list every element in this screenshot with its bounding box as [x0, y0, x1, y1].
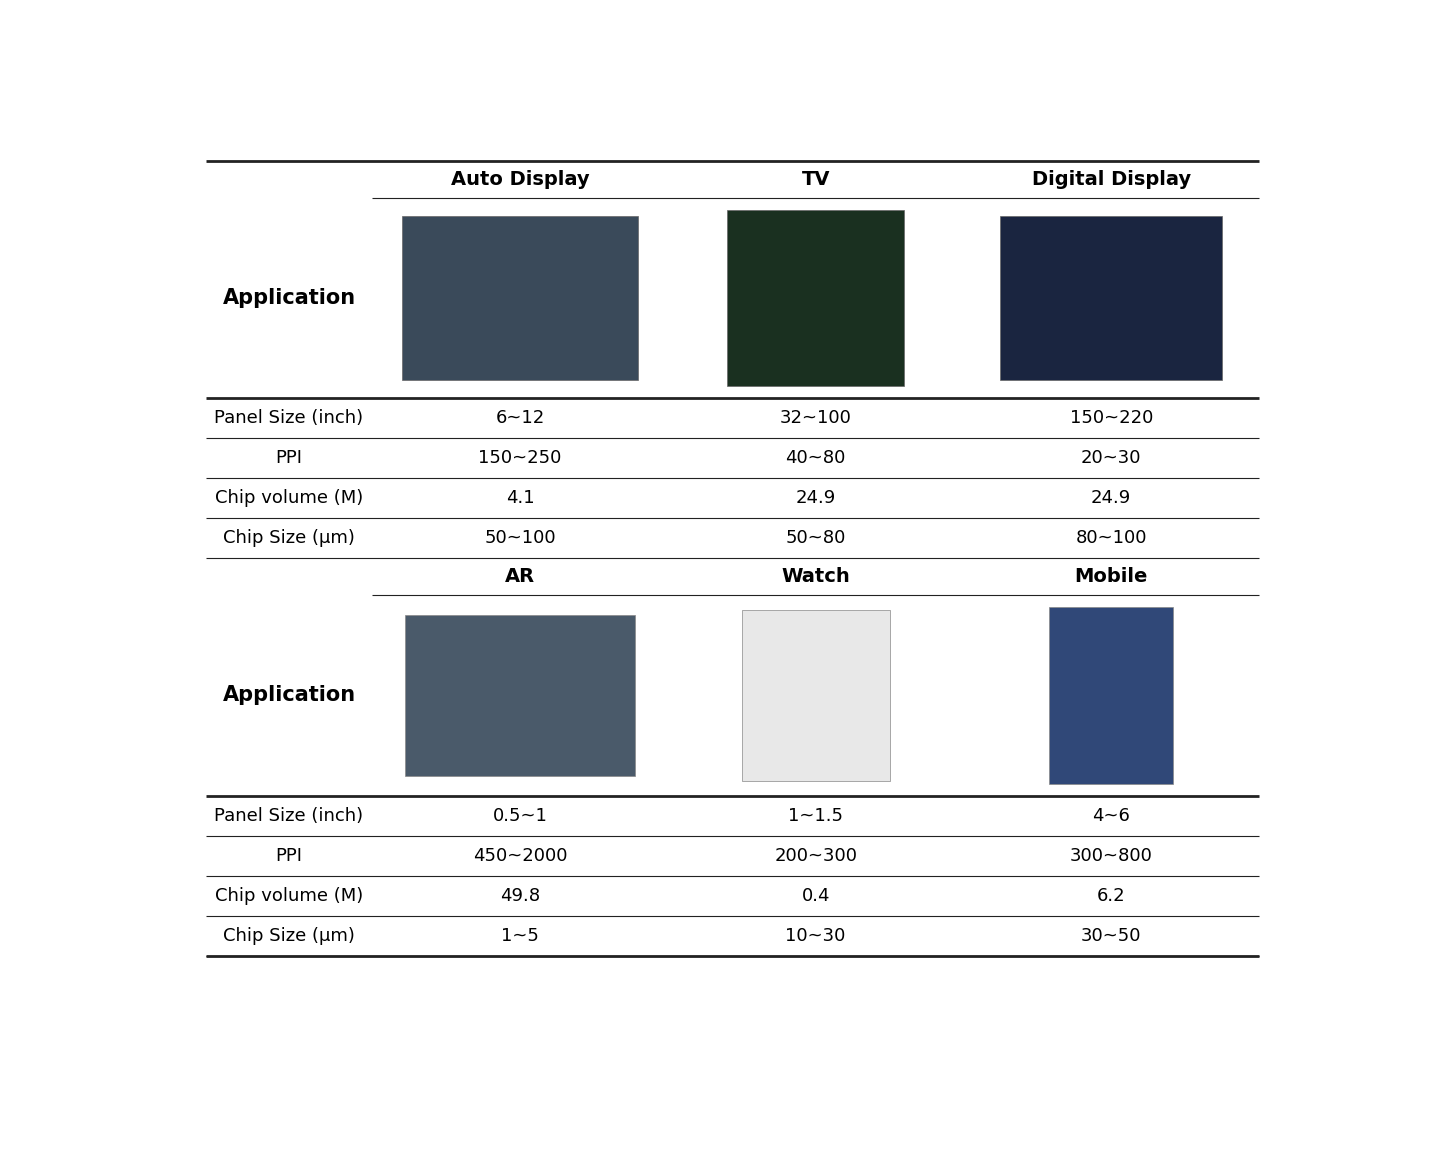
Text: Panel Size (inch): Panel Size (inch) — [214, 806, 363, 825]
Text: 1~1.5: 1~1.5 — [789, 806, 843, 825]
Text: 6~12: 6~12 — [496, 409, 544, 428]
Text: Application: Application — [223, 685, 356, 705]
Text: 6.2: 6.2 — [1097, 887, 1126, 905]
Text: Digital Display: Digital Display — [1032, 170, 1190, 189]
Text: 24.9: 24.9 — [1092, 490, 1132, 507]
Text: PPI: PPI — [276, 450, 303, 467]
Bar — [742, 611, 890, 781]
Text: Chip Size (μm): Chip Size (μm) — [223, 529, 354, 547]
Text: 50~100: 50~100 — [484, 529, 556, 547]
Text: 20~30: 20~30 — [1080, 450, 1142, 467]
Text: 0.4: 0.4 — [802, 887, 830, 905]
Text: TV: TV — [802, 170, 830, 189]
Text: Application: Application — [223, 289, 356, 308]
Text: 10~30: 10~30 — [786, 927, 846, 944]
Bar — [404, 615, 636, 775]
Bar — [1000, 216, 1222, 381]
Text: 1~5: 1~5 — [502, 927, 539, 944]
Text: 300~800: 300~800 — [1070, 846, 1153, 865]
Text: 4.1: 4.1 — [506, 490, 534, 507]
Text: Panel Size (inch): Panel Size (inch) — [214, 409, 363, 428]
Text: Auto Display: Auto Display — [450, 170, 589, 189]
Text: 30~50: 30~50 — [1080, 927, 1142, 944]
Text: Chip Size (μm): Chip Size (μm) — [223, 927, 354, 944]
Bar — [727, 210, 905, 386]
Text: 24.9: 24.9 — [796, 490, 836, 507]
Bar — [402, 216, 639, 381]
Text: Chip volume (M): Chip volume (M) — [214, 490, 363, 507]
Bar — [1049, 607, 1173, 783]
Text: Watch: Watch — [782, 567, 850, 587]
Text: AR: AR — [504, 567, 536, 587]
Text: 0.5~1: 0.5~1 — [493, 806, 547, 825]
Text: 200~300: 200~300 — [775, 846, 857, 865]
Text: 80~100: 80~100 — [1076, 529, 1147, 547]
Text: 4~6: 4~6 — [1092, 806, 1130, 825]
Text: 450~2000: 450~2000 — [473, 846, 567, 865]
Text: 150~250: 150~250 — [479, 450, 562, 467]
Text: Mobile: Mobile — [1075, 567, 1147, 587]
Text: 40~80: 40~80 — [786, 450, 846, 467]
Text: 32~100: 32~100 — [780, 409, 852, 428]
Text: 49.8: 49.8 — [500, 887, 540, 905]
Text: 150~220: 150~220 — [1069, 409, 1153, 428]
Text: 50~80: 50~80 — [786, 529, 846, 547]
Text: Chip volume (M): Chip volume (M) — [214, 887, 363, 905]
Text: PPI: PPI — [276, 846, 303, 865]
